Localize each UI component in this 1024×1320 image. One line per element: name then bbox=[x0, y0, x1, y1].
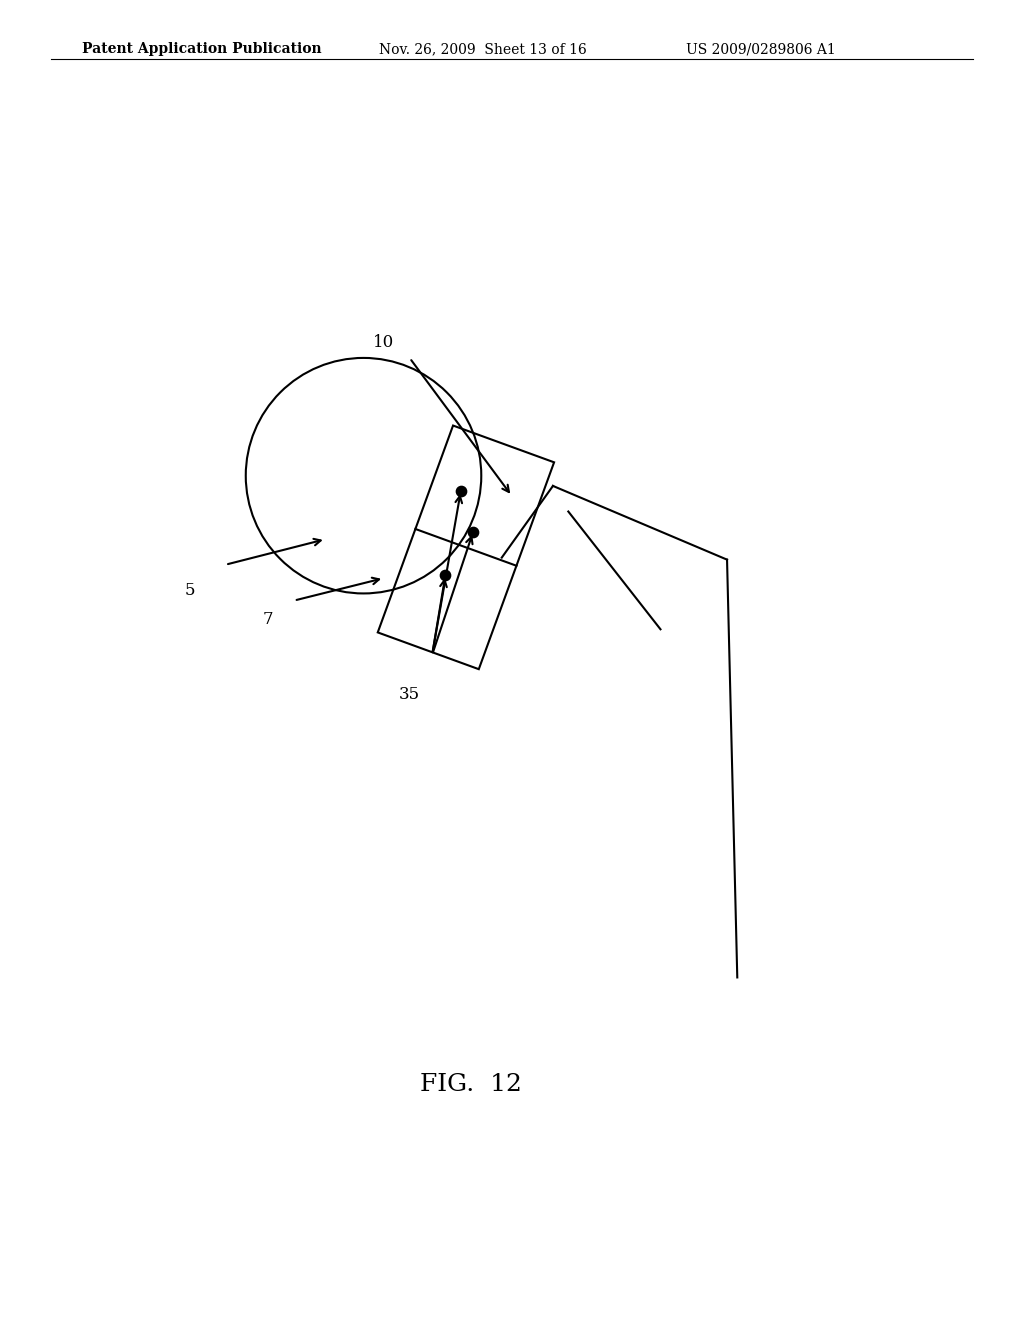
Point bbox=[453, 480, 469, 502]
Text: 5: 5 bbox=[184, 582, 195, 599]
Text: Patent Application Publication: Patent Application Publication bbox=[82, 42, 322, 57]
Point bbox=[437, 565, 454, 586]
Text: Nov. 26, 2009  Sheet 13 of 16: Nov. 26, 2009 Sheet 13 of 16 bbox=[379, 42, 587, 57]
Text: FIG.  12: FIG. 12 bbox=[420, 1073, 522, 1097]
Text: 10: 10 bbox=[374, 334, 394, 351]
Text: US 2009/0289806 A1: US 2009/0289806 A1 bbox=[686, 42, 836, 57]
Point bbox=[465, 521, 481, 543]
Text: 35: 35 bbox=[399, 685, 420, 702]
Text: 7: 7 bbox=[263, 611, 273, 627]
